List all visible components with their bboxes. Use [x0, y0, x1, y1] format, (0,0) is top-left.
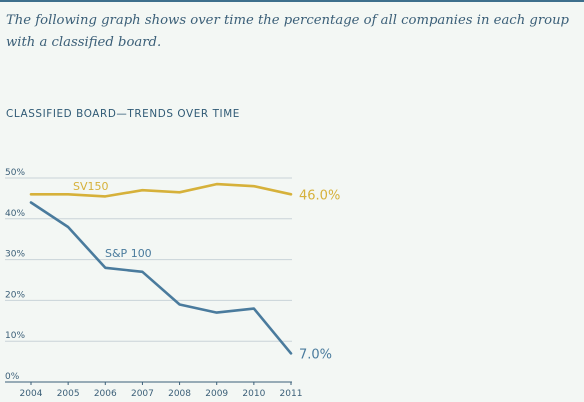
series-label: S&P 100: [105, 247, 152, 260]
x-tick-label: 2007: [131, 389, 154, 399]
y-tick-label: 50%: [5, 168, 25, 178]
x-tick-label: 2009: [205, 389, 228, 399]
top-rule: [0, 0, 584, 2]
series-line-sp100: [29, 201, 293, 355]
x-tick-label: 2006: [94, 389, 117, 399]
x-tick-label: 2010: [242, 389, 265, 399]
series-end-value: 7.0%: [299, 347, 332, 362]
y-tick-label: 20%: [5, 290, 25, 300]
y-tick-label: 10%: [5, 331, 25, 341]
y-tick-label: 0%: [5, 372, 20, 382]
series-line-sv150: [29, 182, 293, 198]
series-label: SV150: [73, 180, 109, 193]
series-end-value: 46.0%: [299, 188, 340, 203]
y-tick-label: 40%: [5, 209, 25, 219]
intro-text: The following graph shows over time the …: [6, 13, 569, 50]
chart-title: CLASSIFIED BOARD—TRENDS OVER TIME: [6, 108, 240, 120]
x-tick-label: 2005: [57, 389, 80, 399]
x-tick-label: 2011: [280, 389, 303, 399]
x-tick-label: 2008: [168, 389, 191, 399]
x-tick-label: 2004: [20, 389, 43, 399]
y-tick-label: 30%: [5, 250, 25, 260]
